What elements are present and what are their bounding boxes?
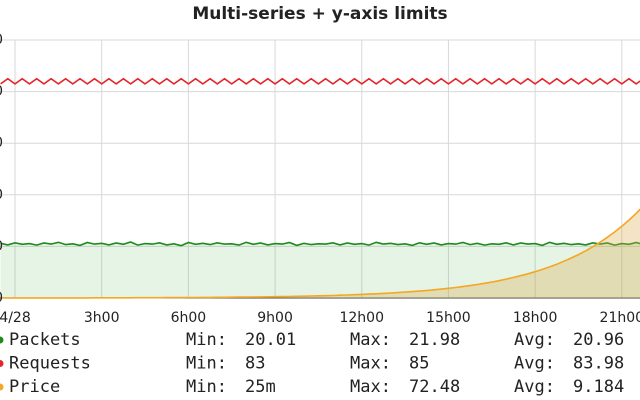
stat-value: 9.184	[573, 377, 624, 397]
stat-label: Avg:	[514, 354, 555, 374]
x-tick-label: 18h00	[513, 310, 558, 326]
stat-label: Avg:	[514, 330, 555, 350]
x-tick-label: 9h00	[257, 310, 293, 326]
x-tick-label: 21h00	[600, 310, 640, 326]
stat-value: 25m	[245, 377, 276, 397]
x-tick-label: 15h00	[426, 310, 471, 326]
line	[0, 208, 640, 299]
stat-value: 72.48	[409, 377, 460, 397]
line	[0, 241, 640, 247]
stat-label: Avg:	[514, 377, 555, 397]
y-tick-label: 80	[0, 84, 3, 100]
stat-value: 21.98	[409, 330, 460, 350]
stat-value: 20.96	[573, 330, 624, 350]
stat-label: Max:	[350, 330, 391, 350]
chart-title: Multi-series + y-axis limits	[192, 4, 447, 24]
x-tick-label: 6h00	[171, 310, 207, 326]
y-tick-label: 40	[0, 187, 3, 203]
stat-label: Min:	[186, 330, 227, 350]
stat-value: 20.01	[245, 330, 296, 350]
stat-value: 85	[409, 354, 429, 374]
legend-label: Price	[9, 377, 60, 397]
stat-label: Max:	[350, 377, 391, 397]
y-tick-label: 20	[0, 238, 3, 254]
legend-label: Packets	[9, 330, 81, 350]
stat-label: Max:	[350, 354, 391, 374]
y-tick-label: 60	[0, 135, 3, 151]
legend-marker	[0, 336, 4, 344]
legend-label: Requests	[9, 354, 91, 374]
y-tick-label: 100	[0, 32, 3, 48]
x-tick-label: 3h00	[84, 310, 120, 326]
line	[0, 77, 640, 85]
legend-marker	[0, 360, 4, 367]
stat-label: Min:	[186, 377, 227, 397]
stat-value: 83	[245, 354, 265, 374]
x-tick-label: 4/28	[0, 310, 31, 326]
area	[0, 209, 640, 298]
x-tick-label: 12h00	[339, 310, 384, 326]
y-tick-label: 0	[0, 290, 3, 306]
legend-marker	[0, 383, 4, 391]
stat-value: 83.98	[573, 354, 624, 374]
stat-label: Min:	[186, 354, 227, 374]
